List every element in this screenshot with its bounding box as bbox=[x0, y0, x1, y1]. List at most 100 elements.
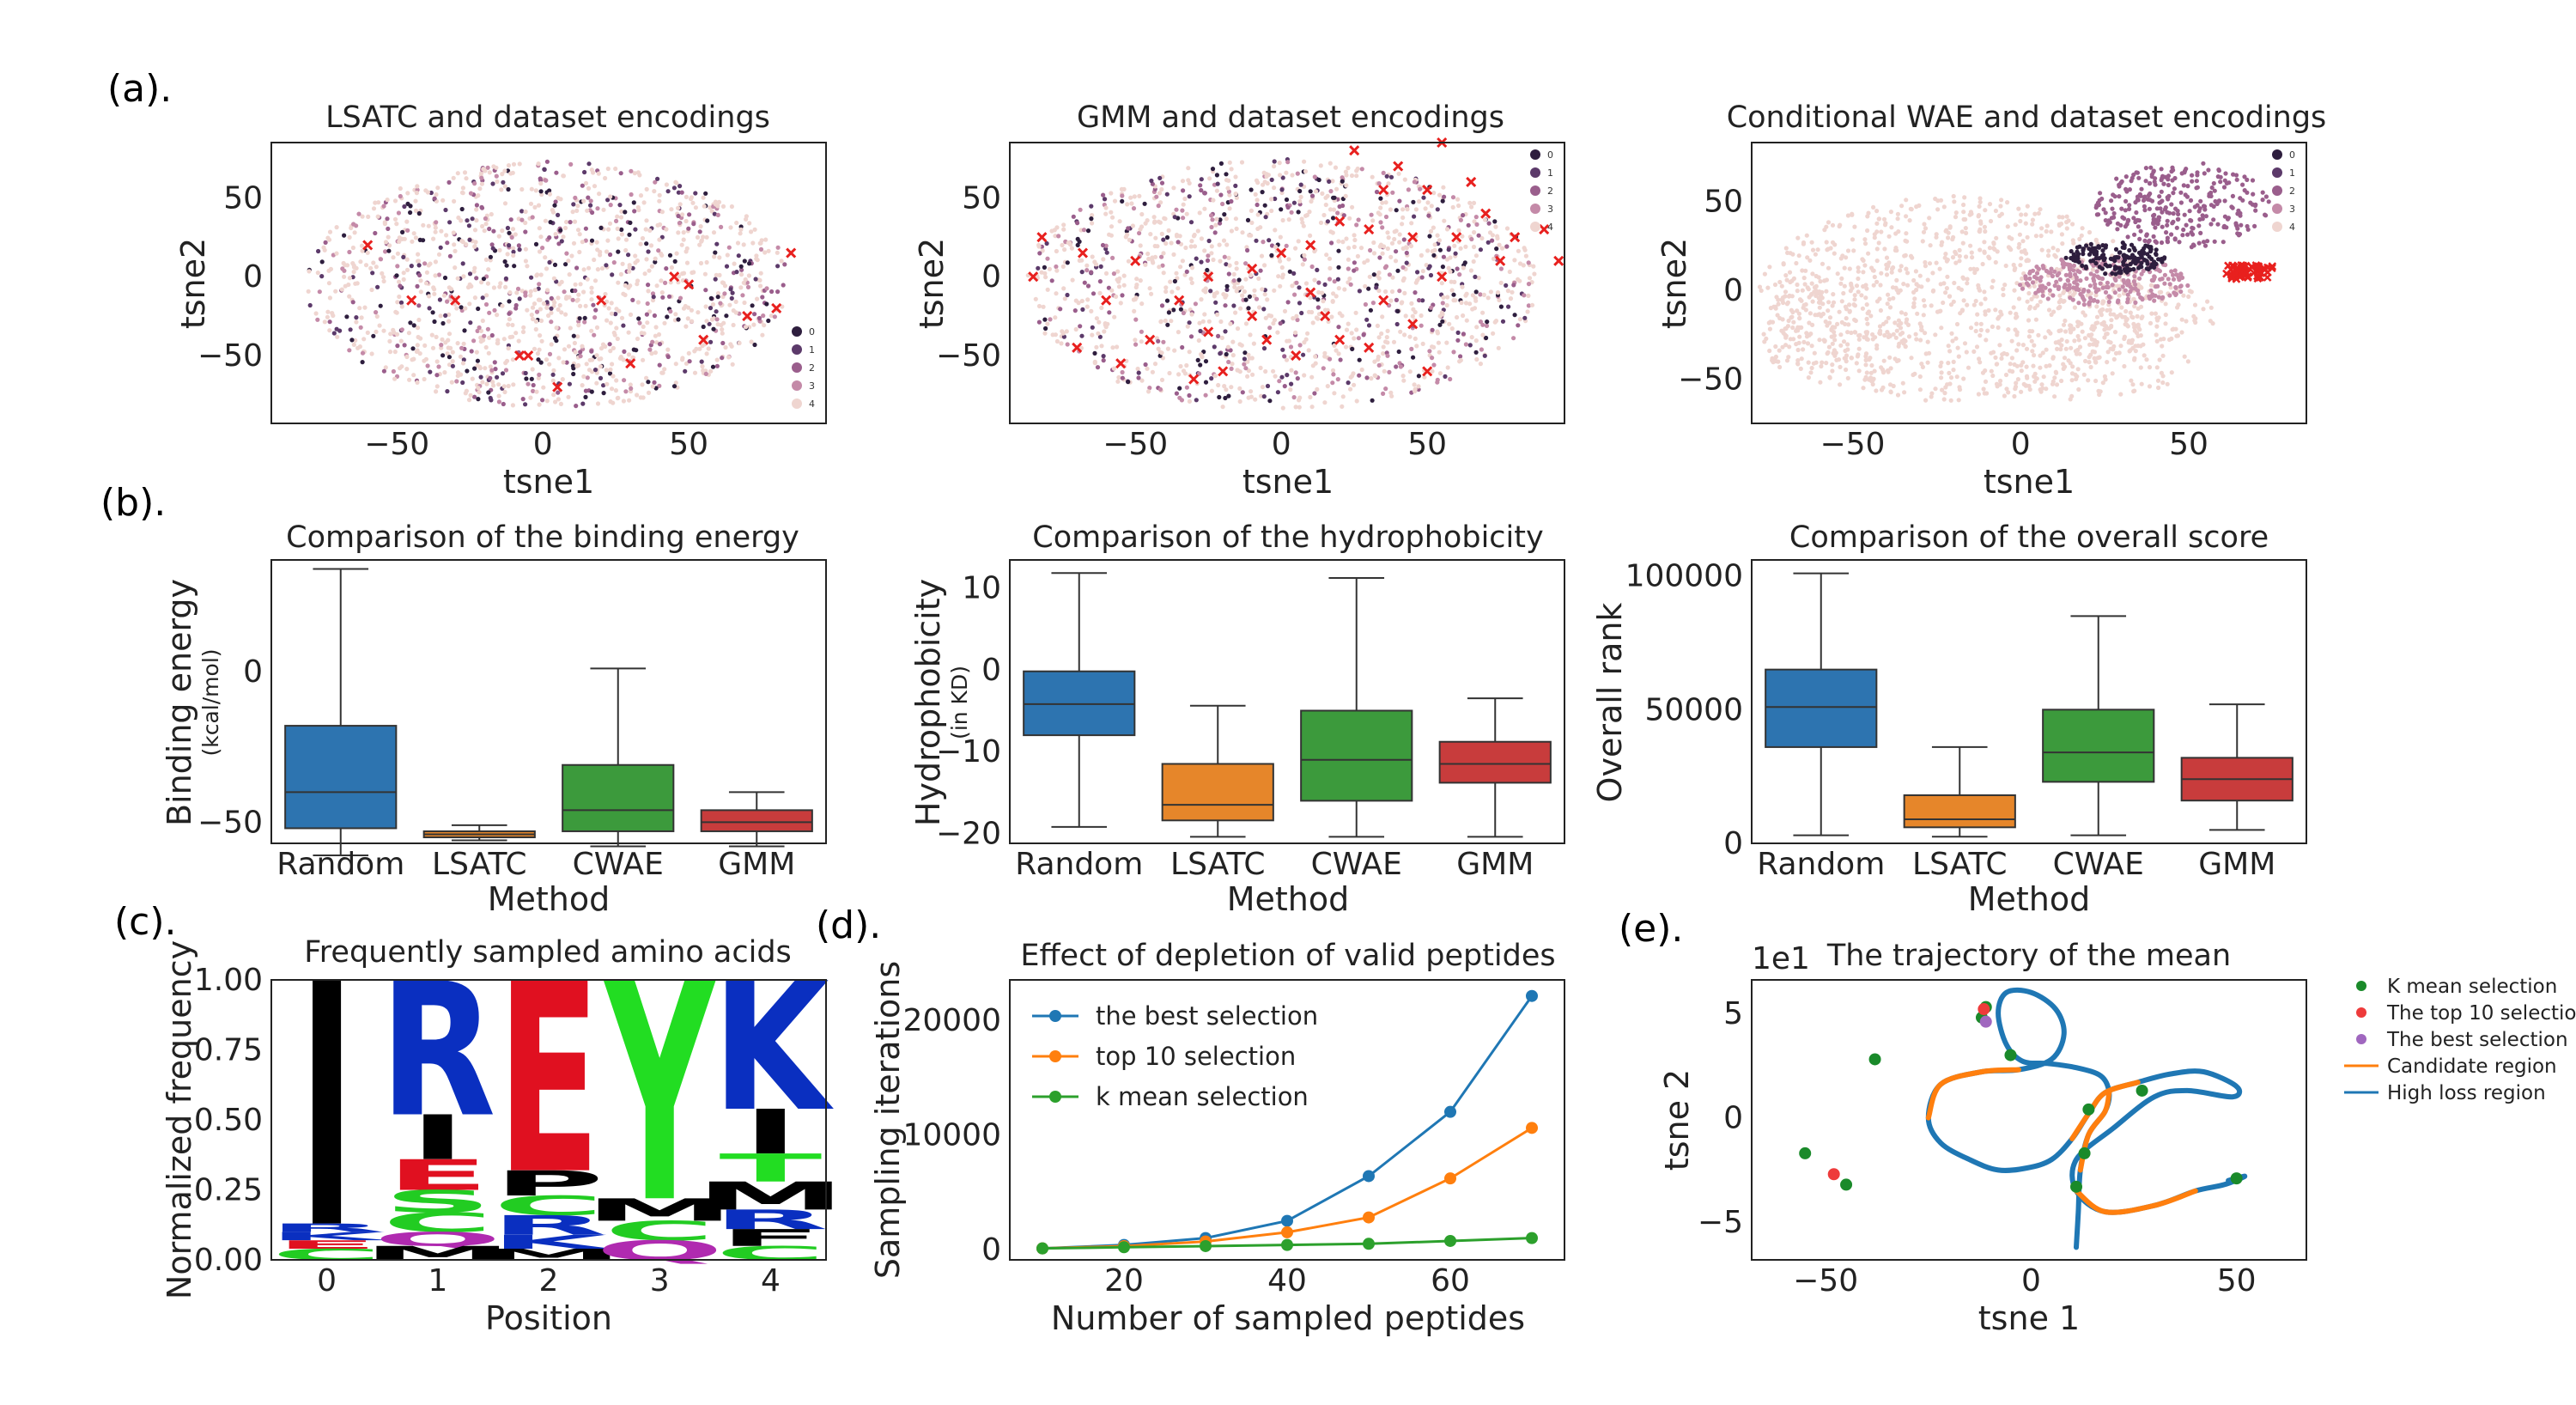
data-point bbox=[1224, 287, 1230, 292]
data-point bbox=[1186, 178, 1191, 183]
data-point bbox=[2105, 360, 2110, 365]
data-point bbox=[2058, 347, 2063, 352]
data-point bbox=[1033, 296, 1038, 301]
data-point bbox=[1249, 272, 1254, 277]
data-point bbox=[2013, 384, 2019, 389]
data-point bbox=[1036, 265, 1041, 271]
data-point bbox=[1467, 301, 1473, 307]
data-point bbox=[1194, 398, 1199, 403]
data-point bbox=[1220, 201, 1225, 207]
data-point bbox=[1830, 341, 1835, 346]
data-point bbox=[1917, 273, 1923, 278]
data-point bbox=[657, 198, 662, 204]
data-point bbox=[2038, 299, 2043, 304]
data-point bbox=[1411, 355, 1416, 360]
data-point bbox=[445, 240, 450, 246]
data-point bbox=[1170, 289, 1175, 295]
data-point bbox=[1448, 269, 1453, 274]
data-point bbox=[1163, 240, 1169, 246]
data-point bbox=[545, 288, 550, 293]
data-point bbox=[1476, 276, 1481, 281]
data-point bbox=[1278, 234, 1283, 240]
data-point bbox=[744, 214, 750, 219]
data-point bbox=[474, 276, 479, 281]
data-point bbox=[2122, 363, 2127, 369]
data-point bbox=[697, 242, 702, 247]
data-point bbox=[728, 287, 733, 292]
data-point bbox=[2148, 180, 2153, 186]
data-point bbox=[2225, 216, 2231, 222]
data-point bbox=[1951, 368, 1956, 373]
selected-marker bbox=[1320, 311, 1331, 322]
data-point bbox=[2079, 233, 2084, 238]
data-point bbox=[1836, 357, 1842, 362]
selected-marker bbox=[1130, 255, 1141, 266]
data-point bbox=[1420, 341, 1425, 346]
data-point bbox=[1357, 289, 1362, 294]
data-point bbox=[1133, 295, 1139, 301]
data-point bbox=[660, 295, 665, 300]
data-point bbox=[1947, 294, 1953, 299]
data-point bbox=[1809, 281, 1814, 286]
data-point bbox=[1473, 350, 1479, 355]
data-point bbox=[359, 315, 364, 320]
data-point bbox=[1242, 350, 1248, 356]
data-point bbox=[1171, 307, 1176, 313]
data-point bbox=[1886, 315, 1891, 320]
data-point bbox=[1331, 291, 1336, 296]
selected-marker bbox=[1188, 374, 1200, 385]
data-point bbox=[1344, 173, 1349, 178]
data-point bbox=[1913, 269, 1918, 274]
data-point bbox=[1900, 380, 1905, 386]
data-point bbox=[739, 267, 744, 272]
data-point bbox=[1352, 233, 1357, 238]
data-point bbox=[365, 250, 370, 255]
data-point bbox=[2111, 192, 2116, 198]
data-point bbox=[2025, 234, 2030, 240]
data-point bbox=[708, 339, 714, 344]
data-point bbox=[2081, 302, 2087, 307]
data-point bbox=[1376, 181, 1382, 186]
data-point bbox=[1463, 342, 1468, 347]
data-point bbox=[1224, 351, 1229, 357]
data-point bbox=[2123, 308, 2129, 314]
data-point bbox=[1109, 210, 1114, 215]
data-point bbox=[2096, 244, 2101, 249]
data-point bbox=[486, 350, 491, 356]
data-point bbox=[1927, 261, 1933, 266]
data-point bbox=[2054, 279, 2059, 284]
data-point bbox=[1394, 364, 1399, 369]
data-point bbox=[383, 249, 388, 254]
selected-marker bbox=[1334, 334, 1346, 345]
data-point bbox=[764, 301, 769, 307]
data-point bbox=[348, 327, 353, 332]
data-point bbox=[666, 294, 672, 299]
data-point bbox=[1468, 268, 1473, 273]
data-point bbox=[1133, 317, 1139, 322]
data-point bbox=[2018, 263, 2023, 268]
data-point bbox=[2087, 360, 2092, 365]
data-point bbox=[1807, 311, 1813, 316]
data-point bbox=[1079, 270, 1084, 275]
data-point bbox=[2046, 282, 2051, 287]
data-point bbox=[586, 265, 592, 271]
data-point bbox=[606, 306, 611, 311]
data-point bbox=[2117, 274, 2122, 279]
data-point bbox=[2142, 258, 2148, 263]
data-point bbox=[1795, 282, 1800, 288]
data-point bbox=[2154, 365, 2160, 370]
data-point bbox=[2200, 213, 2205, 218]
data-point bbox=[1522, 246, 1527, 251]
data-point bbox=[1802, 282, 1807, 287]
data-point bbox=[1871, 283, 1876, 288]
data-point bbox=[347, 294, 352, 299]
data-point bbox=[1400, 374, 1406, 379]
data-point bbox=[2242, 174, 2247, 179]
data-points bbox=[1025, 157, 1537, 411]
data-point bbox=[1273, 374, 1278, 379]
data-point bbox=[2181, 293, 2186, 298]
data-point bbox=[2173, 206, 2178, 211]
data-point bbox=[1451, 292, 1456, 297]
data-point bbox=[1466, 222, 1471, 228]
data-point bbox=[2152, 212, 2157, 217]
